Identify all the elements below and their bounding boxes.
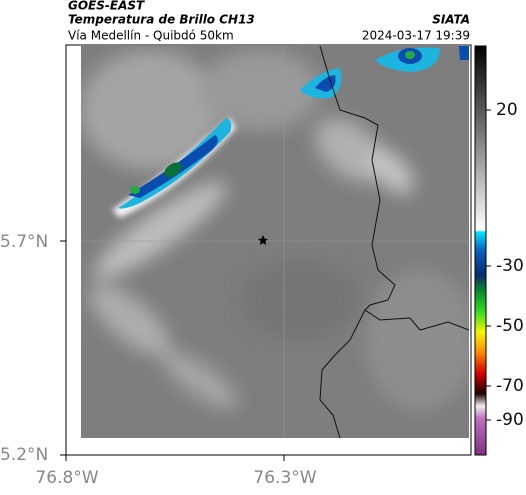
lon-label: 76.8°W bbox=[35, 468, 98, 488]
credit: SIATA bbox=[432, 13, 470, 27]
colorbar-tick-label: -50 bbox=[496, 316, 524, 336]
colorbar-tick-label: 20 bbox=[496, 100, 518, 120]
colorbar-tick-label: -90 bbox=[496, 410, 524, 430]
lat-label: 5.2°N bbox=[0, 445, 48, 465]
colorbar-ticks: 20 -30 -50 -70 -90 bbox=[486, 100, 524, 430]
colorbar-tick-label: -30 bbox=[496, 256, 524, 276]
source: GOES-EAST bbox=[68, 0, 145, 13]
colorbar-tick-label: -70 bbox=[496, 376, 524, 396]
timestamp: 2024-03-17 19:39 bbox=[362, 29, 470, 43]
city-marker bbox=[258, 235, 268, 245]
lat-label: 5.7°N bbox=[0, 232, 48, 252]
lon-label: 76.3°W bbox=[253, 468, 316, 488]
route: Vía Medellín - Quibdó 50km bbox=[68, 29, 234, 43]
title: Temperatura de Brillo CH13 bbox=[68, 13, 255, 27]
satellite-image bbox=[81, 46, 469, 438]
colorbar bbox=[474, 45, 487, 456]
map-frame bbox=[65, 44, 472, 456]
